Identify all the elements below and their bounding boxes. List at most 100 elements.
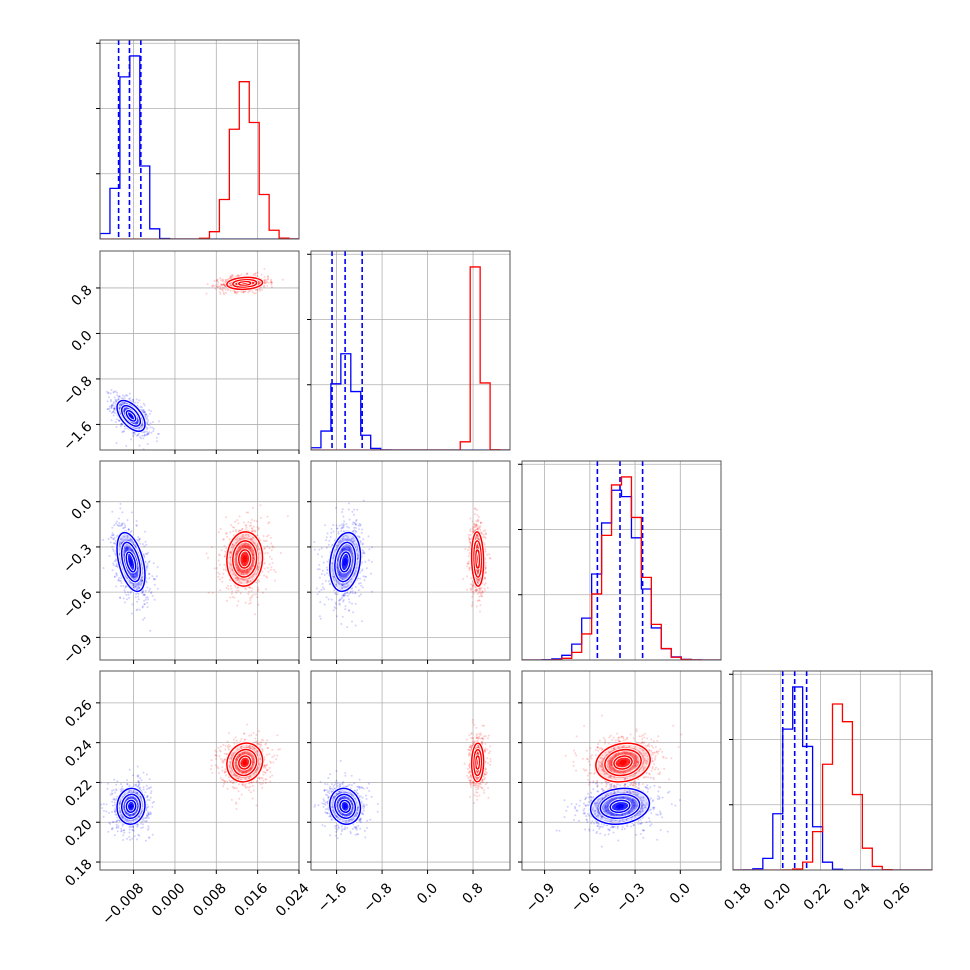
sample-point [254,288,257,291]
sample-point [123,553,125,556]
sample-point [482,530,485,532]
sample-point [252,556,255,559]
sample-point [235,579,238,582]
sample-point [247,533,250,536]
sample-point [250,527,253,530]
sample-point [237,578,239,581]
sample-point [271,281,274,284]
sample-point [339,599,341,602]
sample-point [114,542,116,545]
sample-point [140,779,143,782]
sample-point [135,524,138,527]
sample-point [130,826,133,829]
sample-point [254,274,257,277]
sample-point [343,594,346,597]
sample-point [477,580,480,583]
sample-point [117,578,120,581]
sample-point [134,421,137,424]
sample-point [219,293,222,295]
sample-point [140,827,143,830]
sample-point [362,575,365,578]
sample-point [129,538,132,541]
sample-point [469,528,472,531]
sample-point [236,587,239,590]
sample-point [147,561,150,563]
sample-point [268,563,271,566]
sample-point [251,587,254,590]
sample-point [120,827,123,830]
sample-point [352,540,355,543]
sample-point [345,548,347,551]
sample-point [217,531,220,534]
sample-point [142,771,145,774]
sample-point [263,567,266,570]
sample-point [248,586,251,589]
sample-point [226,535,229,538]
sample-point [243,570,246,573]
sample-point [157,433,160,435]
sample-point [255,593,257,596]
sample-point [252,281,254,284]
sample-point [135,524,138,527]
sample-point [332,575,335,578]
sample-point [336,566,339,569]
sample-point [257,282,260,285]
sample-point [133,585,136,588]
sample-point [484,548,487,550]
panel-frame [310,250,511,451]
sample-point [205,552,208,555]
sample-point [138,608,141,611]
sample-point [129,574,132,577]
sample-point [242,571,245,574]
sample-point [125,547,128,550]
sample-point [346,626,349,628]
sample-point [143,411,146,414]
sample-point [466,565,469,568]
sample-point [229,284,232,287]
sample-point [249,568,252,571]
sample-point [347,546,350,549]
sample-point [352,521,355,524]
sample-point [106,408,109,411]
sample-point [483,543,486,546]
sample-point [229,275,232,277]
sample-point [479,587,482,590]
sample-point [123,430,125,433]
sample-point [124,408,127,411]
sample-point [137,540,140,543]
sample-point [343,520,346,523]
sample-point [220,279,222,282]
sample-point [476,536,479,539]
sample-point [111,534,113,537]
sample-point [149,792,152,795]
sample-point [274,570,277,573]
contour-line [120,541,142,583]
sample-point [124,591,127,594]
sample-point [147,827,150,830]
sample-point [347,571,349,574]
sample-point [138,427,141,429]
sample-point [143,404,146,407]
sample-point [342,583,345,586]
sample-point [249,522,252,524]
sample-point [128,797,131,800]
sample-point [341,548,344,551]
sample-point [137,804,140,807]
sample-point [251,553,254,555]
sample-point [345,548,348,551]
sample-point [251,536,254,539]
sample-point [241,544,244,547]
sample-point [144,791,147,794]
sample-point [341,584,343,586]
sample-point [112,534,115,537]
sample-point [143,617,146,619]
sample-point [238,515,241,518]
sample-point [123,407,126,410]
sample-point [219,578,222,581]
sample-point [146,586,149,589]
sample-point [347,571,350,574]
sample-point [469,589,472,591]
sample-point [234,291,237,293]
sample-point [273,579,276,582]
contour-line [232,278,258,289]
